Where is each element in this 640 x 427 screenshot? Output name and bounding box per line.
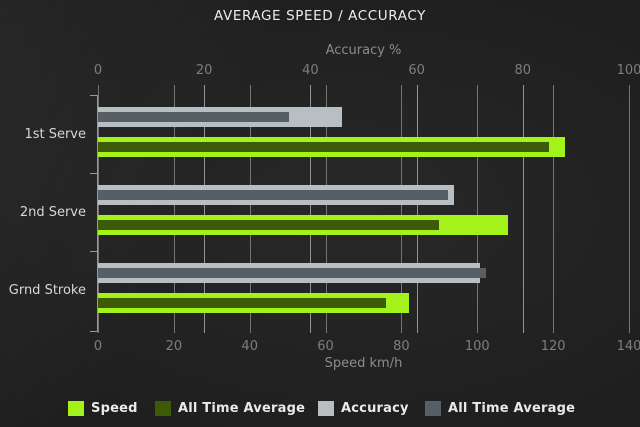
gridline [401, 85, 403, 333]
speed-axis-label: Speed km/h [324, 356, 403, 371]
speed-tick-label: 80 [393, 339, 410, 354]
category-label: 1st Serve [24, 127, 86, 142]
gridline [249, 85, 251, 333]
legend-swatch [155, 400, 171, 416]
accuracy-axis-label: Accuracy % [325, 43, 402, 58]
accuracy-tick-label: 60 [408, 63, 425, 78]
legend-item: All Time Average [425, 398, 575, 418]
speed-tick-label: 20 [165, 339, 183, 354]
gridline [325, 85, 327, 333]
category-labels: 1st Serve 2nd Serve Grnd Stroke [0, 0, 100, 427]
gridline [98, 85, 99, 333]
legend-item: All Time Average [155, 398, 305, 418]
accuracy-tick-label: 80 [514, 63, 532, 78]
legend-label: All Time Average [448, 400, 576, 416]
legend-swatch [318, 400, 334, 416]
category-label: 2nd Serve [19, 205, 86, 220]
category-label: Grnd Stroke [8, 283, 86, 298]
legend: Speed All Time Average Accuracy All Time Av… [0, 398, 640, 420]
speed-average-bar [98, 220, 440, 230]
speed-tick-label: 60 [317, 339, 334, 354]
legend-swatch [68, 400, 84, 416]
gridline [553, 85, 555, 333]
legend-label: All Time Average [178, 400, 306, 416]
speed-tick-label: 140 [616, 339, 640, 354]
accuracy-axis-ticks: 0 20 40 60 80 100 [0, 63, 640, 79]
speed-tick-label: 40 [241, 339, 258, 354]
accuracy-average-bar [98, 112, 290, 122]
gridline [310, 85, 312, 333]
accuracy-tick-label: 20 [195, 63, 213, 78]
accuracy-tick-label: 0 [93, 63, 103, 78]
speed-tick-label: 120 [540, 339, 566, 354]
speed-average-bar [98, 298, 387, 308]
speed-average-bar [98, 142, 550, 152]
legend-item: Speed [68, 398, 138, 418]
gridline [522, 85, 524, 333]
chart-title: AVERAGE SPEED / ACCURACY [214, 8, 426, 24]
gridline [173, 85, 175, 333]
gridline [416, 85, 418, 333]
gridline [477, 85, 479, 333]
legend-label: Accuracy [341, 400, 409, 416]
accuracy-tick-label: 100 [616, 63, 640, 78]
gridline [204, 85, 206, 333]
accuracy-tick-label: 40 [302, 63, 319, 78]
legend-item: Accuracy [318, 398, 409, 418]
accuracy-average-bar [98, 268, 486, 278]
speed-tick-label: 100 [464, 339, 490, 354]
grid-layer [0, 85, 640, 333]
speed-axis-ticks: 0 20 40 60 80 100 120 140 [0, 339, 640, 355]
legend-swatch [425, 400, 441, 416]
legend-label: Speed [91, 400, 138, 416]
speed-tick-label: 0 [93, 339, 103, 354]
accuracy-average-bar [98, 190, 449, 200]
gridline [629, 85, 630, 333]
